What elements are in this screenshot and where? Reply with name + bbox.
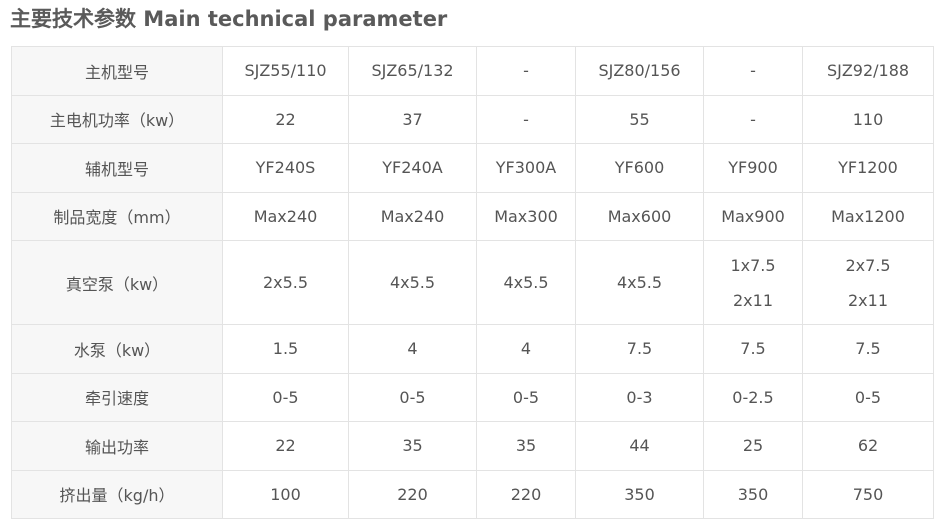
table-row: 辅机型号 YF240S YF240A YF300A YF600 YF900 YF1200 <box>11 143 934 193</box>
table-cell: YF900 <box>703 143 803 193</box>
table-cell: YF1200 <box>802 143 934 193</box>
table-row: 制品宽度（mm） Max240 Max240 Max300 Max600 Max900 Ma… <box>11 191 934 241</box>
table-cell: Max240 <box>348 191 477 241</box>
table-cell: SJZ55/110 <box>222 46 349 96</box>
table-row: 牵引速度 0-5 0-5 0-5 0-3 0-2.5 0-5 <box>11 372 934 422</box>
table-cell: YF240S <box>222 143 349 193</box>
row-label: 输出功率 <box>11 421 223 471</box>
table-cell: Max900 <box>703 191 803 241</box>
table-row: 真空泵（kw） 2x5.5 4x5.5 4x5.5 4x5.5 1x7.5 2x11 2x7.… <box>11 240 934 325</box>
table-cell: 750 <box>802 469 934 519</box>
table-cell: 4x5.5 <box>348 240 477 325</box>
table-cell: 4 <box>476 324 576 374</box>
table-cell: 25 <box>703 421 803 471</box>
table-cell: SJZ65/132 <box>348 46 477 96</box>
table-cell: 1x7.5 2x11 <box>703 240 803 325</box>
table-cell: 35 <box>348 421 477 471</box>
table-cell: 2x7.5 2x11 <box>802 240 934 325</box>
row-label: 制品宽度（mm） <box>11 191 223 241</box>
table-cell: 0-5 <box>222 372 349 422</box>
page-title: 主要技术参数 Main technical parameter <box>10 7 448 31</box>
table-row: 水泵（kw） 1.5 4 4 7.5 7.5 7.5 <box>11 324 934 374</box>
cell-line: 2x11 <box>732 290 773 310</box>
table-cell: 0-5 <box>348 372 477 422</box>
parameter-table: 主机型号 SJZ55/110 SJZ65/132- SJZ80/156- SJZ92/1… <box>11 46 934 519</box>
table-row: 主电机功率（kw） 22 37-55-110 <box>11 94 934 144</box>
table-cell: 44 <box>575 421 704 471</box>
row-label: 牵引速度 <box>11 372 223 422</box>
table-cell: 220 <box>348 469 477 519</box>
row-label: 水泵（kw） <box>11 324 223 374</box>
table-cell: Max600 <box>575 191 704 241</box>
table-cell: - <box>476 46 576 96</box>
table-cell: 7.5 <box>802 324 934 374</box>
parameter-table-body: 主机型号 SJZ55/110 SJZ65/132- SJZ80/156- SJZ92/1… <box>11 46 934 519</box>
table-cell: 62 <box>802 421 934 471</box>
table-cell: 350 <box>703 469 803 519</box>
table-cell: 1.5 <box>222 324 349 374</box>
table-cell: 7.5 <box>703 324 803 374</box>
row-label: 主机型号 <box>11 46 223 96</box>
row-label: 主电机功率（kw） <box>11 94 223 144</box>
cell-line: 2x11 <box>847 290 888 310</box>
cell-line: 1x7.5 <box>730 255 776 275</box>
table-cell: 2x5.5 <box>222 240 349 325</box>
table-cell: 0-5 <box>802 372 934 422</box>
cell-line: 2x7.5 <box>845 255 891 275</box>
table-cell: YF300A <box>476 143 576 193</box>
table-cell: 37 <box>348 94 477 144</box>
table-cell: Max1200 <box>802 191 934 241</box>
table-cell: Max300 <box>476 191 576 241</box>
table-cell: 0-2.5 <box>703 372 803 422</box>
table-row: 输出功率 22 35 35 44 25 62 <box>11 421 934 471</box>
table-cell: 100 <box>222 469 349 519</box>
table-cell: 350 <box>575 469 704 519</box>
table-cell: 0-3 <box>575 372 704 422</box>
table-cell: 35 <box>476 421 576 471</box>
table-cell: 22 <box>222 94 349 144</box>
table-row: 主机型号 SJZ55/110 SJZ65/132- SJZ80/156- SJZ92/1… <box>11 46 934 96</box>
table-cell: 55 <box>575 94 704 144</box>
table-cell: YF240A <box>348 143 477 193</box>
table-cell: - <box>476 94 576 144</box>
table-cell: 4 <box>348 324 477 374</box>
table-cell: 4x5.5 <box>476 240 576 325</box>
table-cell: Max240 <box>222 191 349 241</box>
table-cell: 22 <box>222 421 349 471</box>
table-cell: 0-5 <box>476 372 576 422</box>
table-cell: 110 <box>802 94 934 144</box>
table-cell: YF600 <box>575 143 704 193</box>
row-label: 真空泵（kw） <box>11 240 223 325</box>
table-cell: SJZ92/188 <box>802 46 934 96</box>
table-cell: SJZ80/156 <box>575 46 704 96</box>
table-cell: 4x5.5 <box>575 240 704 325</box>
row-label: 辅机型号 <box>11 143 223 193</box>
table-cell: - <box>703 94 803 144</box>
table-cell: 7.5 <box>575 324 704 374</box>
table-cell: - <box>703 46 803 96</box>
table-cell: 220 <box>476 469 576 519</box>
row-label: 挤出量（kg/h） <box>11 469 223 519</box>
table-row: 挤出量（kg/h） 100 220 220 350 350 750 <box>11 469 934 519</box>
